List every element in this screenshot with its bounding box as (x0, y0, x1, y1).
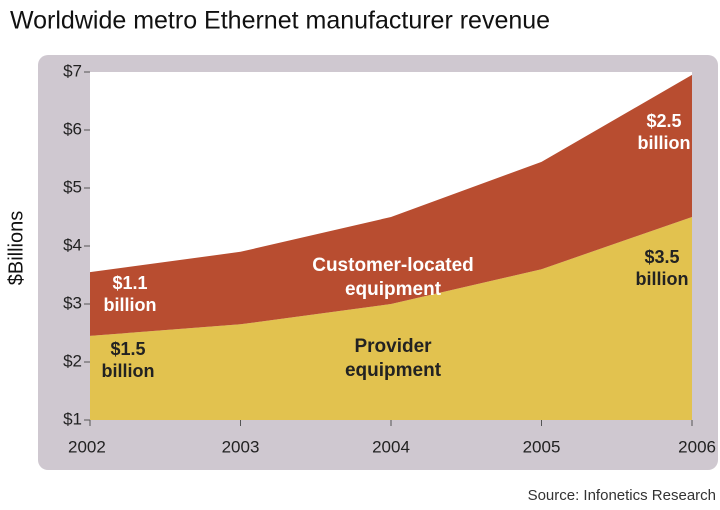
series-label-line: equipment (345, 279, 442, 300)
x-tick-label: 2005 (523, 437, 561, 456)
series-label-line: Customer-located (312, 255, 474, 276)
source: Source: Infonetics Research (528, 487, 716, 504)
area (90, 217, 692, 420)
y-tick-label: $1 (63, 409, 82, 428)
annotation: billion (638, 133, 691, 153)
y-tick-label: $7 (63, 61, 82, 80)
annotation: $1.5 (110, 339, 145, 359)
y-axis-label: $Billions (5, 211, 27, 285)
y-tick-label: $5 (63, 177, 82, 196)
x-tick-label: 2003 (222, 437, 260, 456)
y-tick-label: $4 (63, 235, 82, 254)
y-tick-label: $2 (63, 351, 82, 370)
x-tick-label: 2002 (68, 437, 106, 456)
annotation: billion (636, 269, 689, 289)
x-tick-label: 2004 (372, 437, 410, 456)
annotation: billion (104, 295, 157, 315)
series-label: Provider equipment (345, 336, 442, 381)
annotation: $1.1 (112, 273, 147, 293)
annotation: $2.5 (646, 111, 681, 131)
chart-title: Worldwide metro Ethernet manufacturer re… (10, 7, 550, 35)
x-tick-label: 2006 (678, 437, 716, 456)
annotation: billion (102, 361, 155, 381)
annotation: $3.5 (644, 247, 679, 267)
area (90, 74, 692, 336)
y-tick-label: $6 (63, 119, 82, 138)
series-label: Customer-located equipment (312, 255, 474, 300)
series-label-line: equipment (345, 360, 442, 381)
y-tick-label: $3 (63, 293, 82, 312)
series-label-line: Provider (354, 336, 432, 357)
